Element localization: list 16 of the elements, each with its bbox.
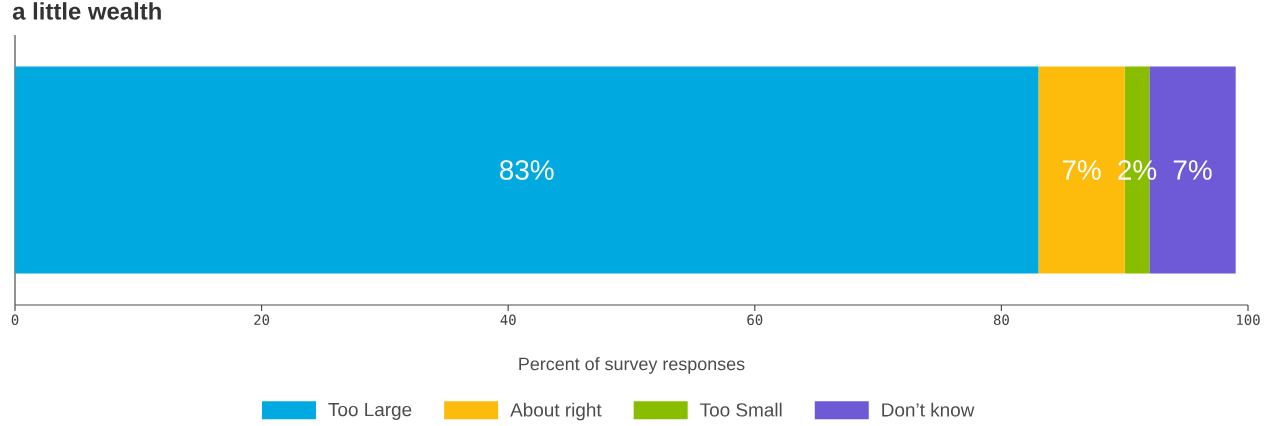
data-label: 83% [500,160,554,180]
bar [15,66,1039,274]
legend-label: Too Small [700,402,782,417]
x-tick-label: 100 [1237,314,1260,326]
x-tick-label: 60 [747,314,763,326]
x-tick-label: 0 [11,314,19,326]
legend-label: Don’t know [882,402,975,417]
x-tick-label: 40 [500,314,516,326]
data-label: 7% [1173,160,1212,180]
x-tick-label: 80 [993,314,1009,326]
x-axis-title: Percent of survey responses [519,357,745,374]
legend-label: Too Large [328,403,412,420]
x-tick-label: 20 [254,314,270,326]
legend-label: About right [510,402,602,421]
data-label: 7% [1062,160,1101,180]
chart-title: a little wealth [12,2,161,20]
